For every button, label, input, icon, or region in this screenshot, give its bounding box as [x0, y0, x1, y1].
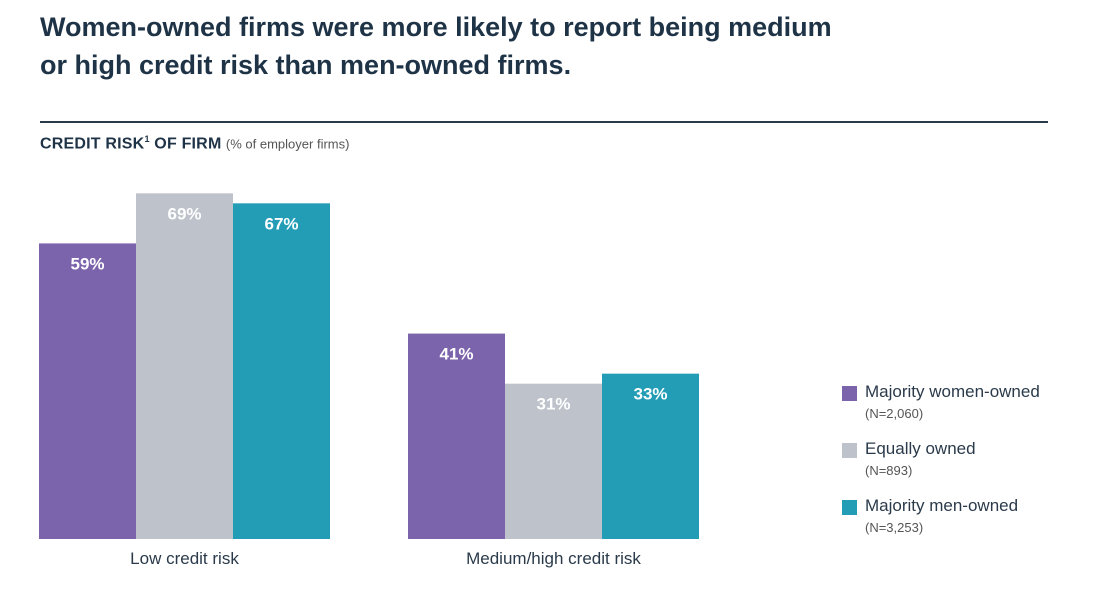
- data-label-low-men: 67%: [264, 214, 298, 233]
- category-label-medium-high: Medium/high credit risk: [466, 549, 641, 568]
- category-label-low: Low credit risk: [130, 549, 239, 568]
- legend-label-men: Majority men-owned: [865, 496, 1019, 515]
- legend-item-equal: Equally owned (N=893): [842, 439, 1092, 496]
- bar-medium-high-men: [602, 373, 699, 539]
- data-label-medium-high-equal: 31%: [536, 395, 570, 414]
- data-label-low-equal: 69%: [167, 204, 201, 223]
- legend-n-equal: (N=893): [865, 463, 913, 478]
- legend-swatch-men: [842, 500, 857, 515]
- data-label-medium-high-men: 33%: [633, 385, 667, 404]
- chart-subtitle: CREDIT RISK1 OF FIRM (% of employer firm…: [40, 134, 349, 153]
- legend-swatch-equal: [842, 443, 857, 458]
- subtitle-unit: (% of employer firms): [225, 136, 350, 152]
- subtitle-main: CREDIT RISK: [40, 135, 145, 153]
- legend-item-men: Majority men-owned (N=3,253): [842, 496, 1092, 553]
- bar-medium-high-women: [408, 333, 505, 539]
- bar-low-women: [39, 243, 136, 539]
- footnote-marker: 1: [144, 134, 150, 144]
- legend-n-women: (N=2,060): [865, 406, 924, 421]
- data-label-medium-high-women: 41%: [439, 345, 473, 364]
- subtitle-rest: OF FIRM: [149, 135, 222, 153]
- legend-n-men: (N=3,253): [865, 520, 924, 535]
- chart-title: Women-owned firms were more likely to re…: [40, 8, 1040, 84]
- bar-low-equal: [136, 193, 233, 539]
- title-divider: [40, 121, 1048, 123]
- legend-label-equal: Equally owned: [865, 439, 976, 458]
- legend-label-women: Majority women-owned: [865, 382, 1040, 401]
- chart-title-line-2: or high credit risk than men-owned firms…: [40, 50, 572, 80]
- legend-item-women: Majority women-owned (N=2,060): [842, 382, 1092, 439]
- chart-title-line-1: Women-owned firms were more likely to re…: [40, 12, 832, 42]
- bar-medium-high-equal: [505, 383, 602, 539]
- data-label-low-women: 59%: [70, 254, 104, 273]
- legend: Majority women-owned (N=2,060) Equally o…: [842, 382, 1092, 553]
- legend-swatch-women: [842, 386, 857, 401]
- bar-low-men: [233, 203, 330, 539]
